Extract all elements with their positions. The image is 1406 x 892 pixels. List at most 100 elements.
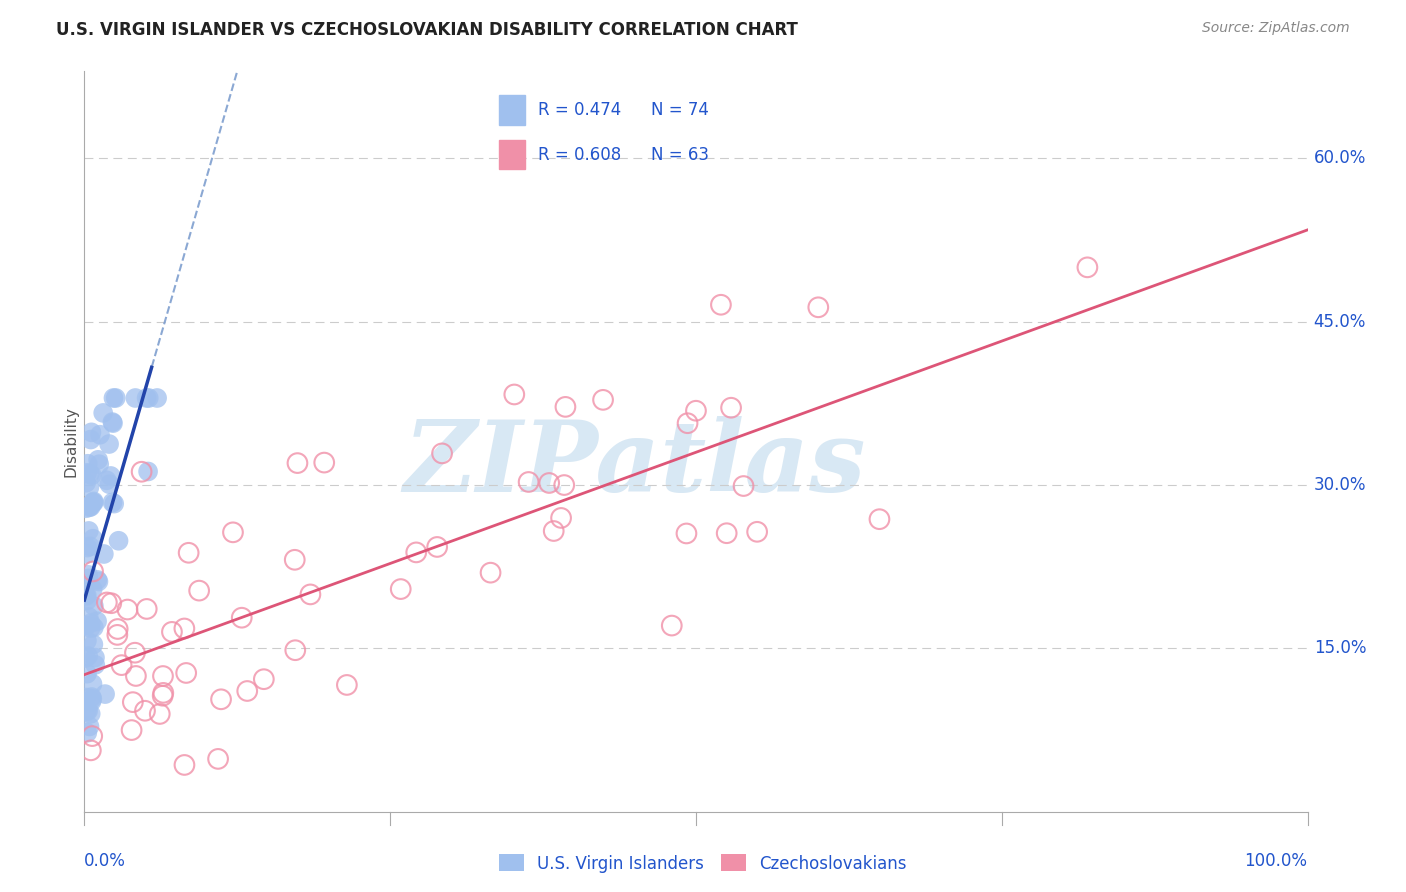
Point (231, 610, 253, 624)
Point (89, 457, 111, 471)
Point (75, 651, 97, 665)
Point (733, 479, 755, 493)
Point (100, 596, 122, 610)
Point (91, 406, 114, 420)
Point (79, 621, 101, 635)
Point (77, 567, 100, 582)
Point (89, 427, 111, 442)
Point (284, 553, 307, 567)
Point (76, 704, 98, 718)
Point (100, 469, 122, 483)
Point (98, 437, 121, 451)
Point (87, 574, 110, 589)
Point (117, 602, 139, 616)
Point (131, 465, 153, 479)
Point (710, 298, 733, 312)
Point (82, 691, 104, 706)
Point (479, 566, 502, 580)
Text: 45.0%: 45.0% (1313, 313, 1367, 331)
Point (426, 540, 449, 554)
Y-axis label: Disability: Disability (63, 406, 79, 477)
Point (79, 719, 101, 733)
Point (82, 729, 104, 743)
Point (152, 689, 174, 703)
Point (160, 624, 183, 639)
Point (554, 400, 576, 414)
Point (76, 593, 98, 607)
Point (82, 532, 104, 546)
Point (592, 392, 614, 407)
Point (84, 657, 107, 672)
Point (135, 602, 157, 616)
Point (676, 416, 699, 430)
Point (173, 758, 195, 772)
Point (79, 500, 101, 515)
Point (747, 524, 769, 539)
Point (104, 391, 127, 405)
Point (80, 690, 103, 704)
Point (98, 477, 121, 491)
Point (79, 481, 101, 495)
Point (110, 658, 132, 673)
Point (134, 704, 156, 718)
Point (87, 452, 110, 467)
Point (76, 466, 98, 480)
Point (96, 595, 118, 609)
Point (107, 533, 129, 548)
Point (253, 672, 276, 686)
Point (83, 495, 105, 509)
Point (80, 616, 103, 631)
Point (138, 391, 160, 405)
Point (103, 497, 125, 511)
Point (1076, 260, 1098, 275)
Point (207, 752, 229, 766)
Point (430, 446, 453, 460)
Point (77, 648, 100, 663)
Point (121, 695, 143, 709)
Point (149, 706, 172, 721)
Point (188, 583, 211, 598)
Point (538, 475, 561, 490)
Point (75, 618, 97, 632)
Text: 0.0%: 0.0% (84, 853, 127, 871)
Point (107, 622, 129, 636)
Point (287, 456, 309, 470)
Point (75, 690, 97, 705)
Point (86, 614, 108, 628)
Point (75, 501, 97, 516)
Point (135, 391, 157, 405)
Point (124, 646, 146, 660)
Point (543, 524, 565, 538)
Text: 15.0%: 15.0% (1313, 640, 1367, 657)
Text: 30.0%: 30.0% (1313, 476, 1367, 494)
Point (76, 457, 98, 471)
Point (720, 401, 742, 415)
Point (77, 704, 100, 718)
Point (209, 692, 232, 706)
Point (76, 588, 98, 602)
Point (86, 573, 108, 587)
Point (336, 678, 359, 692)
Legend: U.S. Virgin Islanders, Czechoslovakians: U.S. Virgin Islanders, Czechoslovakians (492, 847, 914, 880)
Point (174, 665, 197, 680)
Text: U.S. VIRGIN ISLANDER VS CZECHOSLOVAKIAN DISABILITY CORRELATION CHART: U.S. VIRGIN ISLANDER VS CZECHOSLOVAKIAN … (56, 21, 799, 38)
Point (79, 499, 101, 513)
Point (83, 494, 105, 508)
Point (80, 425, 103, 440)
Point (101, 416, 124, 430)
Point (77, 571, 100, 585)
Point (869, 512, 891, 526)
Point (503, 387, 526, 401)
Point (389, 582, 412, 596)
Point (82, 637, 104, 651)
Point (84, 650, 107, 665)
Point (553, 478, 575, 492)
Point (96, 473, 118, 487)
Point (80, 500, 103, 514)
Point (716, 526, 738, 541)
Point (146, 391, 169, 405)
Point (82, 582, 104, 597)
Point (314, 456, 336, 470)
Text: 100.0%: 100.0% (1244, 853, 1308, 871)
Point (124, 391, 146, 405)
